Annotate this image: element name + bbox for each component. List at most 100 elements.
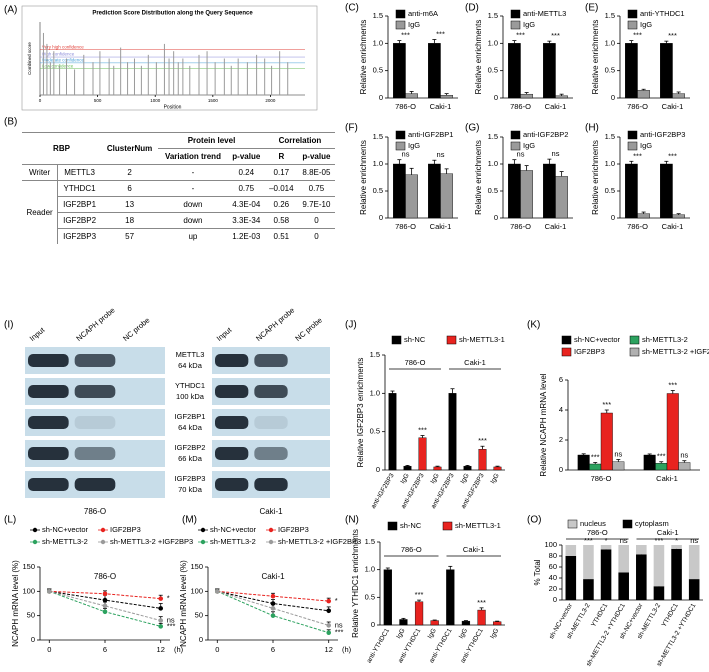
significance-label: *** xyxy=(655,536,664,545)
y-tick-label: 0 xyxy=(379,93,383,102)
y-tick-label: 1.5 xyxy=(373,11,383,20)
x-tick-label: 6 xyxy=(103,645,107,654)
significance-label: *** xyxy=(633,151,642,160)
bar xyxy=(493,621,502,626)
blot-band xyxy=(28,385,69,398)
table-header: ClusterNum xyxy=(100,132,159,165)
bar xyxy=(520,170,533,219)
bar xyxy=(393,43,406,99)
panel-label: (C) xyxy=(345,3,359,14)
legend-label: sh-NC+vector xyxy=(574,335,621,344)
table-body: Writer METTL3 2-0.24 0.17 8.8E-05 Reader YTHDC… xyxy=(22,164,335,244)
x-tick-label: anti-YTHDC1 xyxy=(366,627,392,664)
y-axis-label: Relative NCAPH mRNA level xyxy=(539,373,548,476)
x-tick-label: IgG xyxy=(429,472,440,485)
protein-name: IGF2BP1 xyxy=(175,412,206,421)
x-tick-label: 786-O xyxy=(510,222,531,231)
blot-column-label: Input xyxy=(215,325,234,343)
point xyxy=(326,608,332,614)
table-cell: up xyxy=(158,228,228,244)
y-tick-label: 1.5 xyxy=(605,11,615,20)
legend-marker xyxy=(100,527,106,533)
table-cell: 0 xyxy=(297,228,335,244)
panel-label: (H) xyxy=(585,123,599,134)
table-cell: 0.17 xyxy=(264,164,298,181)
bar-segment xyxy=(653,586,665,600)
blot-column-label: NCAPH probe xyxy=(254,306,296,343)
x-tick-label: IgG xyxy=(459,472,470,485)
blot-band xyxy=(215,385,249,398)
y-axis-label: Relative enrichments xyxy=(359,20,368,95)
y-tick-label: 0 xyxy=(31,635,35,644)
x-tick-label: 786-O xyxy=(395,222,416,231)
y-tick-label: 1.5 xyxy=(488,132,498,141)
bar xyxy=(543,43,556,99)
y-tick-label: 0.5 xyxy=(365,592,375,601)
x-tick-label: 6 xyxy=(271,645,275,654)
bar-segment xyxy=(600,545,612,550)
bar xyxy=(508,163,521,219)
y-tick-label: 60 xyxy=(549,562,557,571)
bar xyxy=(477,609,486,626)
x-tick-label: YTHDC1 xyxy=(590,602,609,628)
x-tick-label: 12 xyxy=(325,645,333,654)
y-tick-label: 0 xyxy=(611,213,615,222)
y-tick-label: 0.5 xyxy=(605,186,615,195)
x-tick-label: 12 xyxy=(157,645,165,654)
table-cell: 6 xyxy=(100,180,159,197)
y-axis-label: Relative YTHDC1 enrichments xyxy=(351,529,360,638)
legend-label: sh-METTL3-2 +IGF2BP3 xyxy=(110,537,193,546)
legend-marker xyxy=(32,539,38,545)
y-axis-label: NCAPH mRNA level (%) xyxy=(11,560,20,647)
legend-label: IGF2BP3 xyxy=(574,347,605,356)
blot-band xyxy=(28,447,69,460)
legend-swatch xyxy=(627,141,638,151)
bar xyxy=(643,454,656,471)
significance-label: *** xyxy=(415,590,424,599)
y-tick-label: 80 xyxy=(549,551,557,560)
legend-swatch xyxy=(561,335,572,345)
point xyxy=(326,623,332,628)
blot-band xyxy=(74,416,116,429)
significance-label: *** xyxy=(335,628,344,637)
legend-swatch xyxy=(395,141,406,151)
x-tick-label: Caki-1 xyxy=(662,102,684,111)
blot-band xyxy=(254,478,288,491)
significance-label: *** xyxy=(584,536,593,545)
x-tick-label: Caki-1 xyxy=(656,474,678,483)
y-tick-label: 50 xyxy=(195,611,203,620)
legend-label: sh-METTL3-1 xyxy=(455,521,501,530)
significance-label: ns xyxy=(690,536,698,545)
significance-label: *** xyxy=(167,621,176,630)
group-label: 786-O xyxy=(405,358,426,367)
x-tick-label: IgG xyxy=(489,627,500,640)
bar xyxy=(393,163,406,219)
legend-label: cytoplasm xyxy=(635,519,669,528)
bar xyxy=(543,163,556,219)
legend-marker xyxy=(200,527,206,533)
significance-label: ns xyxy=(614,449,622,458)
table-header: RBP xyxy=(22,132,101,165)
y-tick-label: 0.5 xyxy=(373,66,383,75)
x-axis-label: (h) xyxy=(342,645,352,654)
x-tick-label: IgG xyxy=(489,472,500,485)
table-group: Reader xyxy=(22,180,59,244)
bar xyxy=(461,620,471,626)
y-tick-label: 0 xyxy=(379,213,383,222)
legend-label: sh-METTL3-1 xyxy=(459,335,505,344)
y-tick-label: 1.5 xyxy=(370,350,380,359)
y-tick-label: 1.0 xyxy=(605,159,615,168)
significance-label: * xyxy=(335,596,338,605)
panel-label: (L) xyxy=(4,515,16,526)
bar-segment xyxy=(565,545,577,556)
table-subheader: R xyxy=(264,148,298,165)
x-tick-label: Caki-1 xyxy=(545,222,567,231)
significance-label: ns xyxy=(437,150,445,159)
bar xyxy=(428,163,441,219)
bar-segment xyxy=(636,554,647,600)
bar-segment xyxy=(583,579,594,600)
y-tick-label: 0.5 xyxy=(488,186,498,195)
bar xyxy=(672,93,685,99)
legend-swatch xyxy=(561,347,572,357)
table-cell: 8.8E-05 xyxy=(297,164,335,181)
